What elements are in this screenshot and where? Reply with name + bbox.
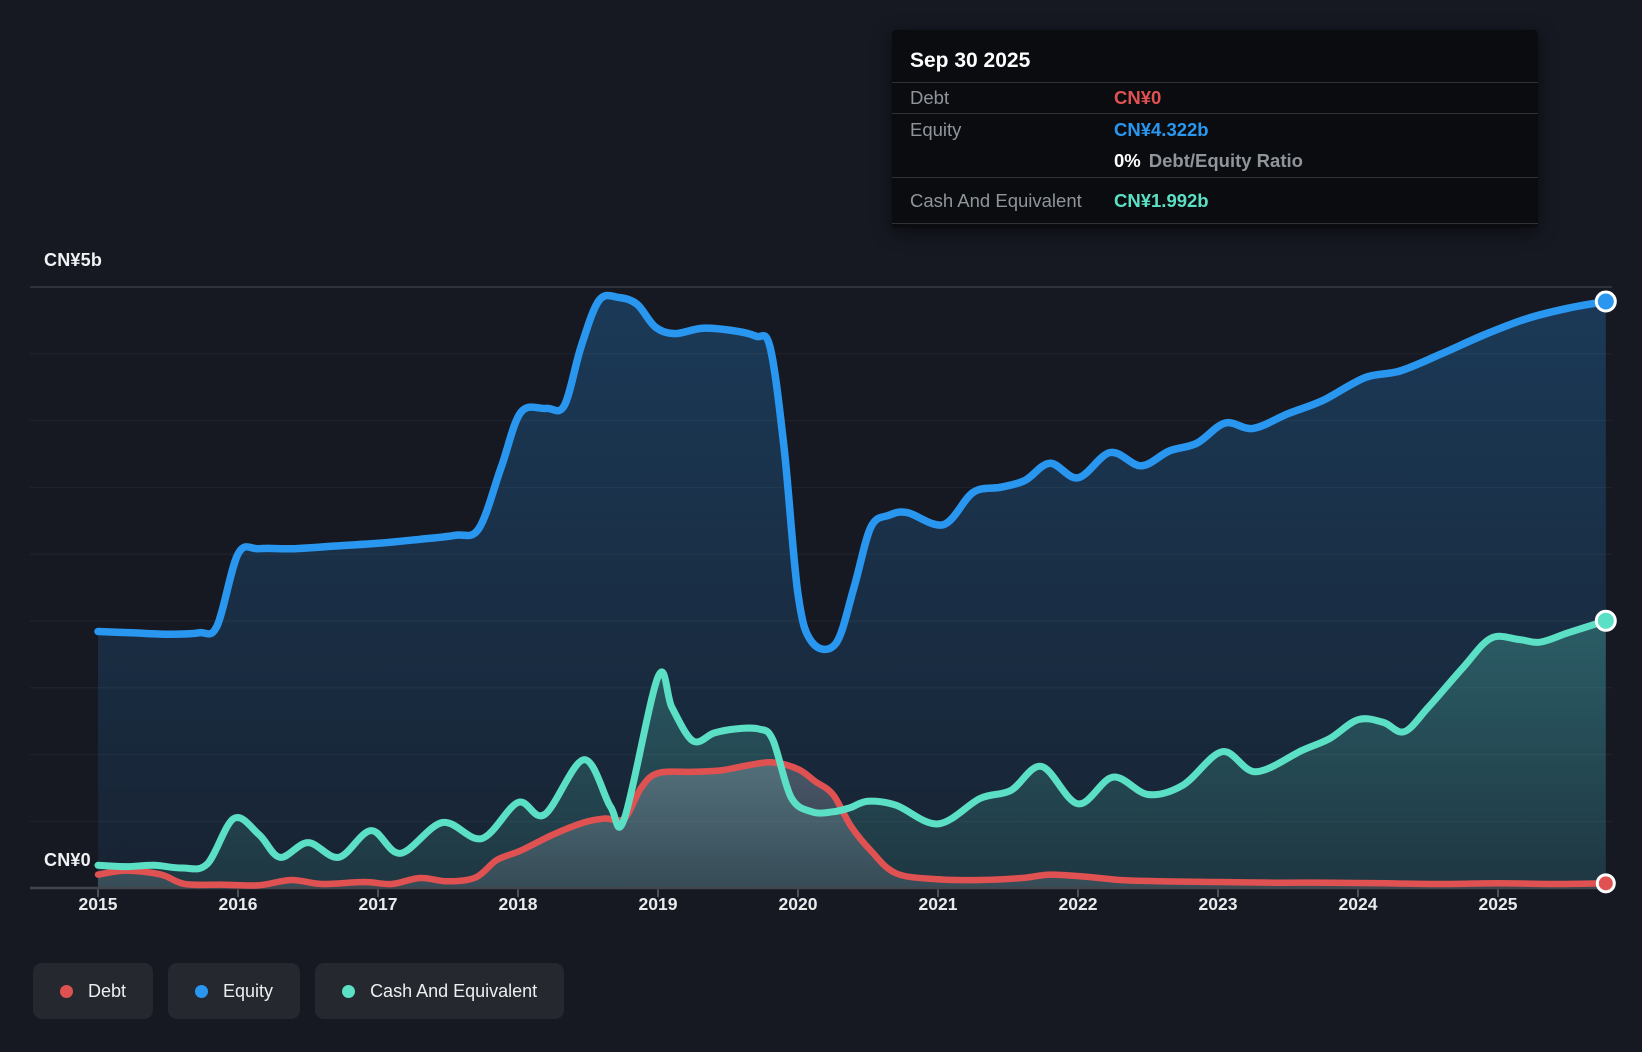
tooltip-row-debt: Debt CN¥0 [892, 83, 1538, 113]
legend-equity-label: Equity [223, 980, 274, 1001]
debt-color-dot-icon [60, 984, 73, 998]
series-lines [94, 291, 1610, 889]
x-axis-ticks [97, 889, 1499, 897]
tooltip-equity-label: Equity [910, 118, 962, 140]
x-axis-year-label: 2021 [918, 894, 958, 914]
tooltip-row-ratio: 0% Debt/Equity Ratio [892, 145, 1538, 177]
x-axis-year-label: 2015 [78, 894, 118, 914]
cash-color-dot-icon [342, 984, 356, 998]
tooltip-row-cash: Cash And Equivalent CN¥1.992b [892, 178, 1538, 223]
legend-item-cash[interactable]: Cash And Equivalent [315, 963, 565, 1019]
tooltip-debt-value: CN¥0 [1114, 87, 1162, 108]
x-axis-year-label: 2020 [778, 894, 818, 914]
series-end-markers [1594, 290, 1617, 894]
tooltip-ratio-value: 0% [1114, 150, 1141, 171]
series-area-fills [98, 295, 1606, 888]
x-axis-year-label: 2016 [218, 894, 258, 914]
tooltip-equity-value: CN¥4.322b [1114, 118, 1209, 140]
tooltip-row-equity: Equity CN¥4.322b [892, 114, 1538, 145]
tooltip-cash-value: CN¥1.992b [1114, 189, 1209, 211]
x-axis-year-label: 2025 [1478, 894, 1518, 914]
legend-cash-label: Cash And Equivalent [370, 980, 538, 1001]
tooltip-cash-label: Cash And Equivalent [910, 189, 1082, 211]
legend: Debt Equity Cash And Equivalent [33, 963, 565, 1019]
tooltip-debt-label: Debt [910, 87, 950, 108]
legend-debt-label: Debt [88, 980, 127, 1001]
x-axis-year-label: 2018 [498, 894, 538, 914]
legend-item-equity[interactable]: Equity [168, 963, 301, 1019]
y-axis-label-top: CN¥5b [44, 250, 103, 270]
tooltip: Sep 30 2025 Debt CN¥0 Equity CN¥4.322b 0… [892, 30, 1538, 228]
tooltip-date: Sep 30 2025 [910, 49, 1031, 72]
tooltip-ratio-label: Debt/Equity Ratio [1148, 150, 1303, 171]
legend-item-debt[interactable]: Debt [33, 963, 154, 1019]
x-axis-year-label: 2024 [1338, 894, 1378, 914]
y-axis-label-zero: CN¥0 [44, 850, 91, 870]
x-axis-year-label: 2017 [358, 894, 398, 914]
equity-color-dot-icon [195, 984, 209, 998]
x-axis-year-label: 2019 [638, 894, 678, 914]
x-axis-year-label: 2022 [1058, 894, 1098, 914]
x-axis-year-label: 2023 [1198, 894, 1238, 914]
